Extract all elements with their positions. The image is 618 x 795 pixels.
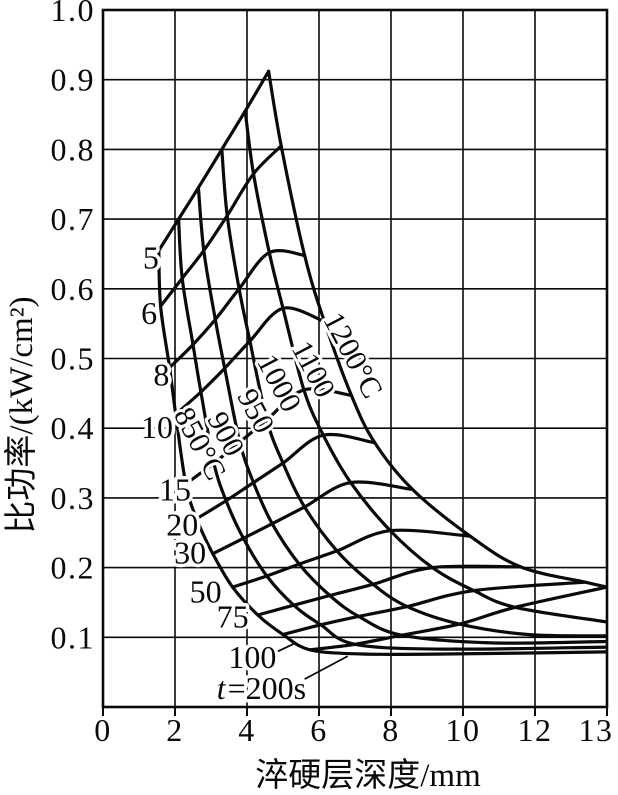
y-tick-label: 0.3 bbox=[51, 480, 96, 516]
time-curve-15 bbox=[184, 387, 353, 486]
time-curve-label-8: 8 bbox=[153, 357, 169, 393]
time-curve-label-50: 50 bbox=[190, 573, 222, 609]
temp-curve-1100 bbox=[243, 109, 607, 624]
time-curve-75 bbox=[256, 564, 523, 617]
y-tick-label: 0.9 bbox=[51, 62, 96, 98]
time-curve-100 bbox=[281, 580, 587, 637]
time-curve-5 bbox=[157, 69, 271, 253]
time-curve-200 bbox=[308, 585, 607, 652]
y-tick-label: 0.8 bbox=[51, 131, 96, 167]
time-curve-6 bbox=[159, 144, 283, 308]
y-tick-label: 1.0 bbox=[51, 0, 96, 28]
time-curve-label-6: 6 bbox=[141, 295, 157, 331]
x-tick-label: 0 bbox=[94, 712, 112, 748]
curves-layer bbox=[157, 69, 607, 657]
temp-curve-1200 bbox=[267, 69, 607, 589]
time-curve-label-30: 30 bbox=[174, 534, 206, 570]
time-curve-label-100: 100 bbox=[228, 639, 276, 675]
x-tick-label: 12 bbox=[518, 712, 553, 748]
y-tick-label: 0.1 bbox=[51, 619, 96, 655]
y-tick-label: 0.2 bbox=[51, 550, 96, 586]
y-tick-label: 0.7 bbox=[51, 201, 96, 237]
time-curve-label-200: t=200s bbox=[217, 670, 306, 706]
label-leader-line bbox=[274, 642, 296, 654]
y-axis-title: 比功率/(kW/cm²) bbox=[3, 296, 40, 533]
label-leader-line bbox=[304, 655, 349, 680]
y-tick-label: 0.6 bbox=[51, 271, 96, 307]
time-curve-label-20: 20 bbox=[166, 506, 198, 542]
x-axis-title: 淬硬层深度/mm bbox=[255, 757, 481, 794]
temp-curve-850 bbox=[157, 248, 607, 657]
time-curve-10 bbox=[174, 306, 326, 416]
x-tick-label: 13 bbox=[579, 712, 614, 748]
time-curve-label-5: 5 bbox=[143, 239, 159, 275]
time-curve-20 bbox=[195, 432, 377, 521]
time-curve-label-75: 75 bbox=[217, 598, 249, 634]
y-tick-label: 0.5 bbox=[51, 341, 96, 377]
time-curve-50 bbox=[231, 528, 472, 589]
time-curve-label-15: 15 bbox=[159, 472, 191, 508]
time-curve-30 bbox=[211, 480, 415, 556]
x-tick-label: 4 bbox=[238, 712, 256, 748]
x-tick-label: 10 bbox=[446, 712, 481, 748]
x-tick-label: 8 bbox=[382, 712, 400, 748]
plot-area: 0 2 4 6 8 10 12 13 1.0 0.9 0.8 0.7 0.6 0.5 0.4 0.3 0.2 0.… bbox=[51, 0, 614, 748]
y-tick-label: 0.4 bbox=[51, 410, 96, 446]
x-tick-label: 6 bbox=[310, 712, 328, 748]
time-curve-label-10: 10 bbox=[141, 409, 173, 445]
plot-border bbox=[101, 8, 609, 709]
time-curve-8 bbox=[168, 249, 307, 370]
x-tick-label: 2 bbox=[166, 712, 184, 748]
